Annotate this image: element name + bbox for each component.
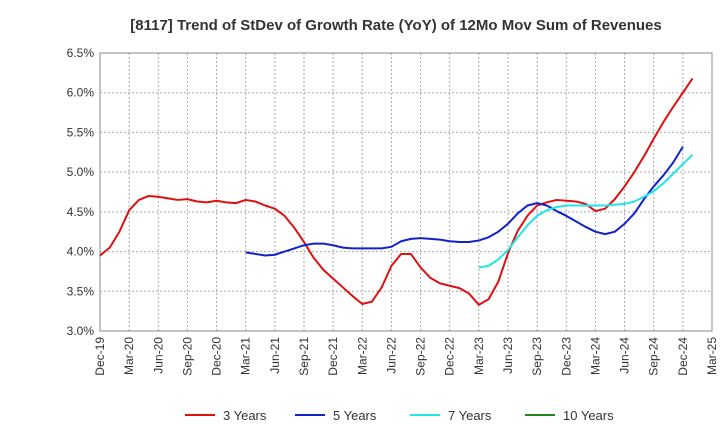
x-tick-label: Sep-22 (414, 337, 428, 376)
x-tick-label: Jun-24 (618, 337, 632, 374)
x-tick-label: Mar-25 (705, 337, 719, 375)
x-tick-label: Mar-22 (355, 337, 369, 375)
x-tick-label: Dec-21 (326, 337, 340, 376)
legend-label: 10 Years (563, 408, 614, 423)
x-tick-label: Dec-24 (676, 337, 690, 376)
plot-area (100, 53, 712, 331)
chart-title: [8117] Trend of StDev of Growth Rate (Yo… (130, 17, 661, 34)
x-tick-label: Jun-20 (151, 337, 165, 374)
y-tick-label: 3.0% (67, 324, 95, 338)
x-tick-label: Sep-23 (530, 337, 544, 376)
grid (99, 52, 713, 332)
x-tick-label: Mar-23 (472, 337, 486, 375)
x-tick-label: Dec-19 (93, 337, 107, 376)
x-tick-label: Jun-23 (501, 337, 515, 374)
y-tick-label: 4.5% (67, 205, 95, 219)
series-line-5-years (245, 146, 684, 257)
x-tick-label: Mar-20 (122, 337, 136, 375)
x-tick-label: Sep-20 (180, 337, 194, 376)
y-tick-label: 4.0% (67, 245, 95, 259)
legend-label: 3 Years (223, 408, 267, 423)
series-line-7-years (478, 153, 694, 269)
y-tick-label: 5.0% (67, 165, 95, 179)
x-tick-label: Jun-21 (268, 337, 282, 374)
y-tick-label: 3.5% (67, 284, 95, 298)
legend-label: 7 Years (448, 408, 492, 423)
x-tick-label: Mar-24 (588, 337, 602, 375)
y-tick-label: 5.5% (67, 125, 95, 139)
y-tick-label: 6.0% (67, 86, 95, 100)
axes: 3.0% 3.5% 4.0% 4.5% 5.0% 5.5% 6.0% 6.5% Dec-19 Ma… (67, 46, 719, 376)
x-tick-label: Dec-20 (210, 337, 224, 376)
legend-label: 5 Years (333, 408, 377, 423)
series-line-3-years (99, 77, 694, 306)
x-tick-label: Sep-24 (647, 337, 661, 376)
y-tick-label: 6.5% (67, 46, 95, 60)
x-tick-label: Mar-21 (239, 337, 253, 375)
x-tick-label: Sep-21 (297, 337, 311, 376)
x-tick-label: Dec-22 (443, 337, 457, 376)
plot-border (99, 52, 713, 332)
series-layer (99, 77, 694, 306)
legend: 3 Years 5 Years 7 Years 10 Years (185, 408, 614, 423)
x-tick-label: Dec-23 (559, 337, 573, 376)
x-tick-label: Jun-22 (384, 337, 398, 374)
